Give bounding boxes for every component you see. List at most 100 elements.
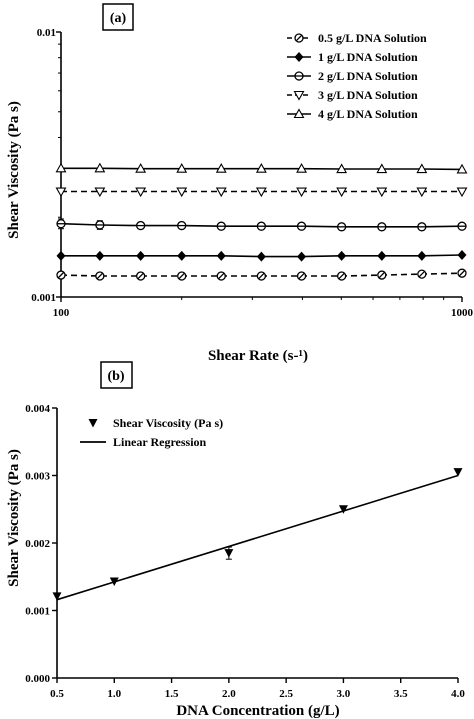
panel-b-point: [109, 577, 119, 586]
panel-a-x-tick-label: 100: [53, 307, 70, 319]
panel-a-point: [336, 222, 347, 232]
panel-a-point: [296, 221, 307, 231]
panel-a-point: [337, 250, 347, 261]
panel-a-point: [176, 187, 188, 198]
panel-a-y-axis-title: Shear Viscosity (Pa s): [6, 101, 22, 239]
panel-a-legend-label: 1 g/L DNA Solution: [318, 50, 418, 64]
panel-a-legend: 0.5 g/L DNA Solution 1 g/L DNA Solution 2 …: [287, 31, 427, 121]
panel-b-y-tick-label: 0.001: [25, 606, 50, 618]
panel-a-point-slash: [378, 271, 386, 279]
panel-a-point: [457, 250, 467, 261]
panel-b-y-tick-label: 0.002: [25, 538, 50, 550]
panel-a-point-slash: [418, 270, 426, 278]
panel-a-legend-marker-slash: [295, 34, 303, 42]
panel-a-point: [456, 163, 468, 174]
panel-a-point-slash: [178, 272, 185, 280]
panel-a-point: [297, 251, 307, 262]
panel-a-series-4: [55, 187, 468, 198]
panel-a-series-2: [56, 250, 467, 262]
panel-a-point-slash: [298, 272, 305, 280]
panel-b-legend-label: Linear Regression: [113, 435, 207, 449]
panel-b-y-tick-label: 0.000: [25, 673, 50, 685]
panel-a-point: [456, 187, 468, 198]
panel-a-point: [417, 250, 427, 261]
panel-b-regression-line: [56, 474, 459, 601]
panel-a-point-slash: [338, 272, 345, 280]
panel-b-y-axis-title: Shear Viscosity (Pa s): [6, 449, 22, 587]
panel-a-point: [95, 271, 105, 281]
panel-a-point: [136, 271, 146, 281]
panel-a-point: [215, 187, 227, 198]
panel-a-legend-item: 1 g/L DNA Solution: [287, 50, 418, 64]
panel-b-x-tick-label: 3.0: [337, 688, 351, 700]
panel-a-legend-label: 3 g/L DNA Solution: [318, 88, 418, 102]
panel-a: (a) Shear Rate (s-¹) Shear Viscosity (Pa…: [6, 3, 474, 364]
panel-a-legend-item: 4 g/L DNA Solution: [287, 107, 418, 121]
panel-a-point: [457, 268, 467, 278]
panel-b-label: (b): [107, 369, 124, 384]
panel-a-point: [177, 220, 187, 231]
panel-a-point: [416, 187, 428, 198]
panel-a-point: [255, 163, 267, 173]
panel-a-point: [457, 221, 467, 231]
panel-a-point: [417, 269, 427, 279]
panel-a-label-box: [102, 3, 134, 31]
panel-a-point-slash: [458, 269, 466, 277]
panel-b-x-tick-label: 4.0: [451, 688, 465, 700]
panel-b-x-tick-label: 0.5: [50, 688, 64, 700]
panel-a-point: [216, 250, 226, 261]
panel-a-legend-marker: [294, 71, 304, 81]
panel-b-label-box: [100, 361, 133, 389]
panel-b-point: [453, 468, 463, 477]
panel-a-point: [376, 163, 388, 174]
panel-a-point: [135, 163, 147, 173]
panel-a-point: [135, 187, 147, 198]
panel-b-legend-marker: [88, 419, 98, 428]
panel-a-legend-item: 2 g/L DNA Solution: [287, 69, 418, 83]
panel-a-y-tick-label: 0.01: [37, 27, 56, 39]
panel-a-legend-marker: [293, 90, 305, 101]
panel-a-legend-label: 0.5 g/L DNA Solution: [318, 31, 427, 45]
panel-a-x-tick-label: 1000: [451, 307, 474, 319]
panel-a-point: [296, 271, 307, 281]
panel-a-point: [255, 187, 267, 198]
panel-b-point: [338, 505, 348, 514]
panel-a-series-3: [56, 218, 467, 232]
panel-a-point-slash: [258, 272, 265, 280]
panel-a-point: [94, 162, 106, 173]
panel-a-point: [177, 271, 187, 281]
panel-a-point: [377, 250, 387, 261]
panel-a-point: [176, 163, 188, 173]
panel-b-legend-item: Shear Viscosity (Pa s): [88, 416, 223, 430]
panel-a-legend-marker: [294, 52, 304, 62]
panel-a-point: [95, 220, 105, 230]
panel-a-legend-label: 2 g/L DNA Solution: [318, 69, 418, 83]
panel-a-point: [417, 222, 427, 232]
panel-a-point: [94, 187, 106, 198]
panel-a-point: [256, 221, 267, 231]
panel-a-point: [55, 187, 67, 198]
panel-b-point: [224, 549, 234, 558]
panel-a-point: [336, 163, 348, 174]
panel-a-point: [56, 250, 66, 261]
panel-b-legend: Shear Viscosity (Pa s) Linear Regression: [80, 416, 223, 449]
panel-a-legend-item: 3 g/L DNA Solution: [287, 88, 418, 102]
panel-a-point: [256, 251, 266, 262]
panel-a-legend-label: 4 g/L DNA Solution: [318, 107, 418, 121]
panel-a-point: [296, 187, 307, 198]
panel-a-point-slash: [96, 272, 104, 280]
panel-a-legend-item: 0.5 g/L DNA Solution: [287, 31, 427, 45]
panel-a-point: [296, 163, 307, 173]
panel-a-point: [377, 270, 387, 280]
panel-a-legend-marker: [294, 33, 304, 43]
panel-b-x-tick-label: 1.5: [165, 688, 179, 700]
panel-a-point-slash: [57, 271, 65, 279]
panel-a-point: [215, 163, 227, 173]
panel-a-point: [336, 187, 348, 198]
panel-a-point: [136, 220, 146, 231]
panel-a-point: [56, 270, 66, 280]
panel-b-point: [52, 592, 62, 601]
panel-a-series-1: [56, 268, 467, 281]
panel-a-point: [336, 271, 347, 281]
panel-a-point-slash: [218, 272, 225, 280]
